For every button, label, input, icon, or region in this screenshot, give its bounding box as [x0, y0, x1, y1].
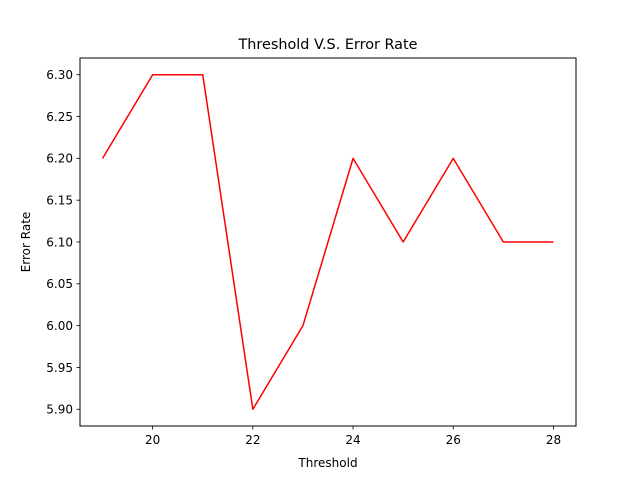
x-tick-label: 20	[145, 433, 160, 447]
y-axis-label: Error Rate	[19, 212, 33, 273]
y-axis-ticks: 5.90 5.95 6.00 6.05 6.10 6.15 6.20 6.25 6.30	[46, 68, 80, 417]
y-tick-label: 5.90	[46, 403, 73, 417]
y-tick-label: 6.25	[46, 110, 73, 124]
chart-title: Threshold V.S. Error Rate	[238, 37, 418, 53]
x-tick-label: 24	[345, 433, 360, 447]
y-tick-label: 6.05	[46, 277, 73, 291]
y-tick-label: 6.30	[46, 68, 73, 82]
plot-frame	[79, 57, 577, 427]
y-tick-label: 6.00	[46, 319, 73, 333]
x-tick-label: 28	[546, 433, 561, 447]
y-tick-label: 6.15	[46, 193, 73, 207]
series-line	[101, 73, 554, 411]
y-tick-label: 6.20	[46, 152, 73, 166]
x-tick-label: 22	[245, 433, 260, 447]
series-layer	[101, 73, 554, 411]
y-tick-label: 6.10	[46, 235, 73, 249]
x-axis-ticks: 20 22 24 26 28	[145, 426, 561, 447]
x-tick-label: 26	[446, 433, 461, 447]
y-tick-label: 5.95	[46, 361, 73, 375]
x-axis-label: Threshold	[297, 456, 357, 470]
